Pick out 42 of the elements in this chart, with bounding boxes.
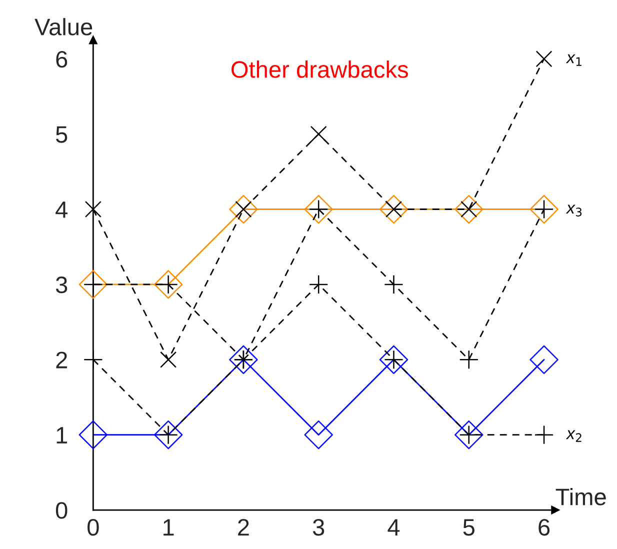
point	[308, 274, 328, 294]
point	[154, 420, 183, 450]
text: Other drawbacks	[232, 60, 408, 78]
point	[304, 194, 333, 224]
point	[379, 345, 408, 374]
x-tick-label: 0	[88, 518, 99, 536]
point	[154, 270, 183, 299]
x-tick-label: 4	[388, 519, 400, 536]
y-tick-label: 0	[56, 502, 68, 519]
y-tick-label: 1	[56, 427, 68, 444]
series-label: x$_{3}$	[566, 204, 582, 216]
point	[304, 420, 333, 450]
x-tick-label: 2	[238, 518, 249, 536]
point	[84, 200, 102, 218]
y-axis-title: Value	[34, 18, 92, 36]
y-tick-label: 6	[56, 50, 68, 68]
point	[229, 194, 258, 224]
point	[534, 425, 554, 444]
series-label: x$_{2}$	[566, 430, 582, 442]
y-tick-label: 4	[56, 202, 68, 218]
point	[454, 420, 484, 450]
point	[530, 345, 558, 374]
point	[454, 194, 484, 224]
point	[384, 274, 404, 294]
point	[160, 351, 177, 368]
point	[530, 194, 558, 224]
point	[78, 420, 108, 450]
y-tick-label: 2	[56, 352, 67, 368]
x-tick-label: 5	[463, 519, 474, 536]
point	[78, 270, 108, 299]
point	[379, 194, 408, 224]
x-axis-title: Time	[556, 488, 606, 506]
x-tick-label: 3	[312, 518, 324, 536]
y-tick-label: 5	[56, 126, 68, 143]
point	[536, 50, 552, 68]
point	[310, 126, 327, 142]
series-label: x$_{1}$	[566, 54, 582, 66]
x-tick-label: 1	[164, 519, 174, 536]
point	[459, 350, 479, 370]
point	[229, 345, 258, 374]
y-tick-label: 3	[56, 276, 68, 294]
x-tick-label: 6	[538, 518, 550, 536]
